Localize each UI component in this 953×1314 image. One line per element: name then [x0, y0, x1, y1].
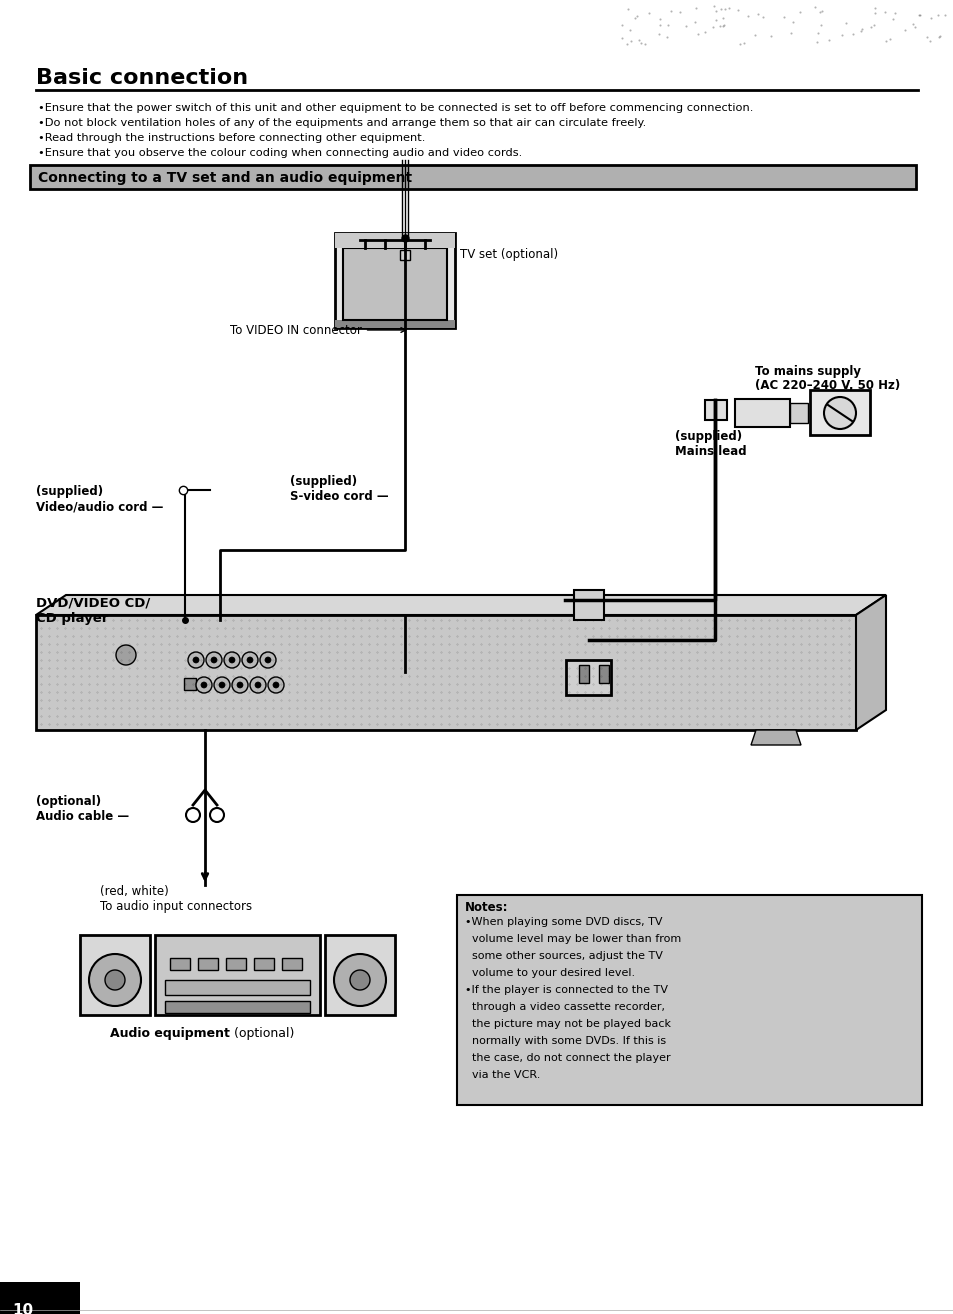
Bar	[165, 1001, 310, 1013]
Circle shape	[229, 657, 234, 664]
Text: DVD/VIDEO CD/: DVD/VIDEO CD/	[36, 597, 150, 610]
Bar	[704, 399, 726, 420]
Polygon shape	[36, 595, 885, 615]
Bar	[335, 321, 455, 328]
Circle shape	[232, 677, 248, 692]
Text: (supplied): (supplied)	[290, 474, 356, 487]
Circle shape	[823, 397, 855, 428]
Circle shape	[89, 954, 141, 1007]
Text: volume level may be lower than from: volume level may be lower than from	[464, 934, 680, 943]
Bar	[154, 936, 319, 1014]
Circle shape	[105, 970, 125, 989]
Circle shape	[350, 970, 370, 989]
Circle shape	[260, 652, 275, 668]
Circle shape	[219, 682, 225, 689]
Bar	[335, 233, 455, 328]
Bar	[198, 958, 218, 970]
Text: To mains supply: To mains supply	[754, 365, 861, 378]
Text: Connecting to a TV set and an audio equipment: Connecting to a TV set and an audio equi…	[38, 171, 412, 185]
Bar	[184, 678, 195, 690]
Circle shape	[250, 677, 266, 692]
Text: normally with some DVDs. If this is: normally with some DVDs. If this is	[464, 1035, 665, 1046]
Circle shape	[116, 645, 136, 665]
Circle shape	[213, 677, 230, 692]
Text: •If the player is connected to the TV: •If the player is connected to the TV	[464, 986, 667, 995]
Bar	[789, 403, 807, 423]
Text: •Ensure that the power switch of this unit and other equipment to be connected i: •Ensure that the power switch of this un…	[38, 102, 753, 113]
Bar	[335, 233, 455, 248]
Text: some other sources, adjust the TV: some other sources, adjust the TV	[464, 951, 662, 961]
Text: Audio equipment: Audio equipment	[110, 1028, 230, 1039]
Bar	[282, 958, 302, 970]
Bar	[399, 250, 410, 260]
Circle shape	[195, 677, 212, 692]
Circle shape	[254, 682, 261, 689]
Circle shape	[224, 652, 240, 668]
Text: CD player: CD player	[36, 612, 109, 625]
Text: (optional): (optional)	[230, 1028, 294, 1039]
Text: S-video cord —: S-video cord —	[290, 490, 388, 503]
Circle shape	[206, 652, 222, 668]
Bar	[456, 895, 921, 1105]
Bar	[0, 1282, 80, 1314]
Text: To VIDEO IN connector: To VIDEO IN connector	[230, 323, 405, 336]
Bar	[809, 390, 869, 435]
Text: the picture may not be played back: the picture may not be played back	[464, 1018, 670, 1029]
Text: 10: 10	[12, 1303, 33, 1314]
Circle shape	[188, 652, 204, 668]
Circle shape	[193, 657, 199, 664]
Bar	[598, 665, 608, 683]
Circle shape	[201, 682, 207, 689]
Circle shape	[210, 808, 224, 823]
Bar	[343, 248, 447, 321]
Bar	[80, 936, 150, 1014]
Text: Mains lead: Mains lead	[675, 445, 746, 459]
Text: through a video cassette recorder,: through a video cassette recorder,	[464, 1003, 664, 1012]
Text: Basic connection: Basic connection	[36, 68, 248, 88]
Circle shape	[265, 657, 271, 664]
Text: •Ensure that you observe the colour coding when connecting audio and video cords: •Ensure that you observe the colour codi…	[38, 148, 521, 158]
Text: the case, do not connect the player: the case, do not connect the player	[464, 1053, 670, 1063]
Text: •Do not block ventilation holes of any of the equipments and arrange them so tha: •Do not block ventilation holes of any o…	[38, 118, 645, 127]
Text: Audio cable —: Audio cable —	[36, 809, 129, 823]
Text: (optional): (optional)	[36, 795, 101, 808]
Text: via the VCR.: via the VCR.	[464, 1070, 539, 1080]
Circle shape	[247, 657, 253, 664]
Text: To audio input connectors: To audio input connectors	[100, 900, 252, 913]
Text: Notes:: Notes:	[464, 901, 508, 915]
Text: (AC 220–240 V, 50 Hz): (AC 220–240 V, 50 Hz)	[754, 378, 900, 392]
Bar	[226, 958, 246, 970]
Bar	[325, 936, 395, 1014]
Polygon shape	[855, 595, 885, 731]
Text: Video/audio cord —: Video/audio cord —	[36, 501, 163, 512]
Circle shape	[334, 954, 386, 1007]
Text: volume to your desired level.: volume to your desired level.	[464, 968, 635, 978]
Text: TV set (optional): TV set (optional)	[459, 248, 558, 261]
Polygon shape	[750, 731, 801, 745]
Circle shape	[211, 657, 216, 664]
Text: (supplied): (supplied)	[36, 485, 103, 498]
Text: •Read through the instructions before connecting other equipment.: •Read through the instructions before co…	[38, 133, 425, 143]
Bar	[574, 590, 603, 620]
Circle shape	[273, 682, 278, 689]
Circle shape	[268, 677, 284, 692]
Bar	[170, 958, 190, 970]
Text: (red, white): (red, white)	[100, 886, 169, 897]
Bar	[30, 166, 915, 189]
Bar	[578, 665, 588, 683]
Text: (supplied): (supplied)	[675, 430, 741, 443]
Bar	[565, 660, 610, 695]
Bar	[165, 980, 310, 995]
Circle shape	[186, 808, 200, 823]
Bar	[253, 958, 274, 970]
Circle shape	[236, 682, 243, 689]
Circle shape	[242, 652, 257, 668]
Bar	[734, 399, 789, 427]
Text: •When playing some DVD discs, TV: •When playing some DVD discs, TV	[464, 917, 661, 926]
Bar	[36, 615, 855, 731]
